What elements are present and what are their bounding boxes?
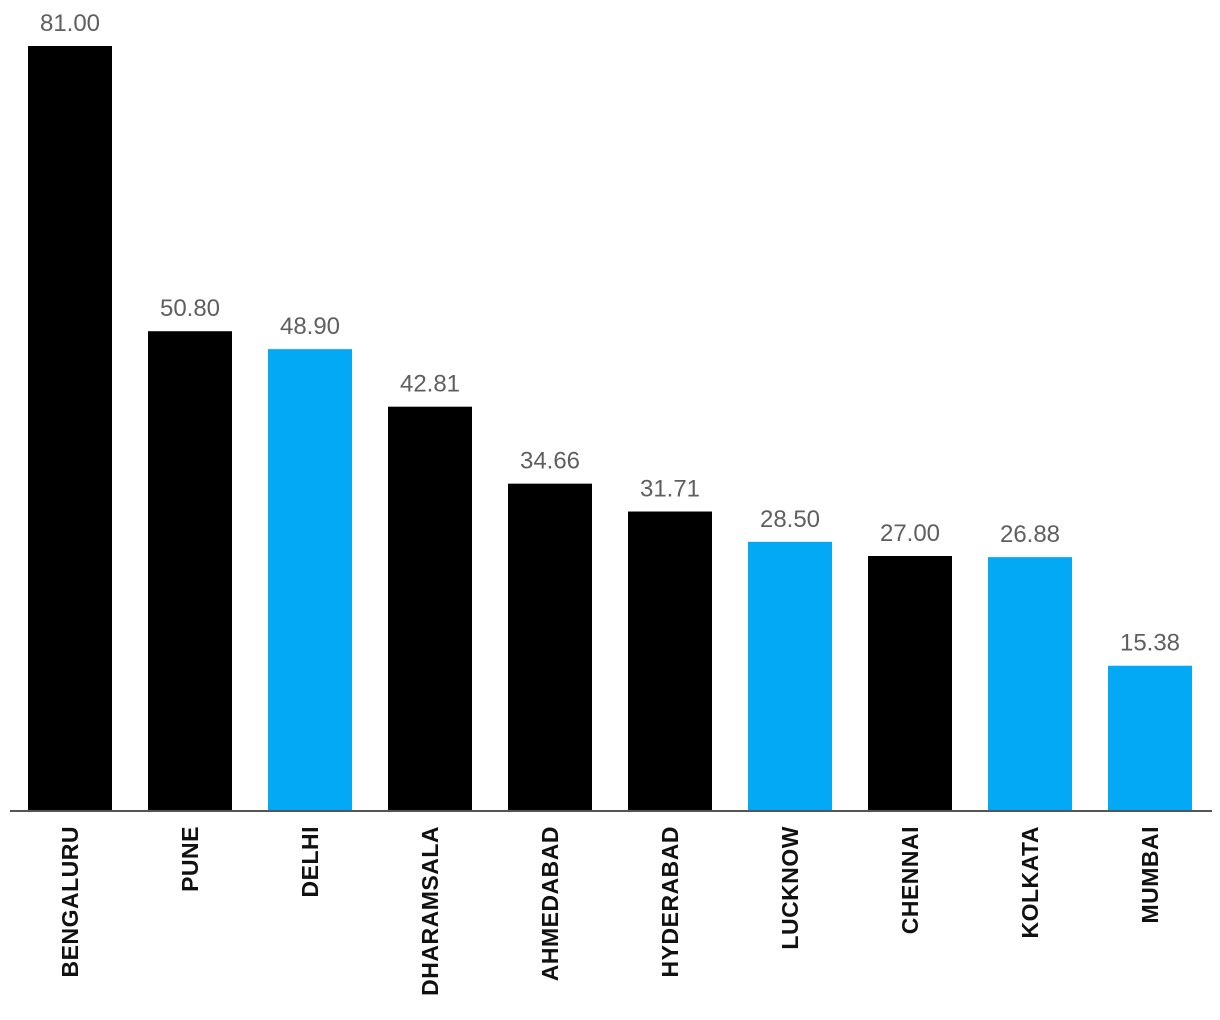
category-labels-layer: BENGALURU PUNE DELHI DHARAMSALA AHMEDABAD HYD… bbox=[57, 826, 1163, 996]
value-label-pune: 50.80 bbox=[160, 295, 220, 322]
bar-bengaluru bbox=[28, 46, 112, 811]
value-label-bengaluru: 81.00 bbox=[40, 10, 100, 37]
bar-dharamsala bbox=[388, 406, 472, 811]
value-label-chennai: 27.00 bbox=[880, 520, 940, 547]
value-label-delhi: 48.90 bbox=[280, 313, 340, 340]
category-label-ahmedabad: AHMEDABAD bbox=[537, 826, 563, 981]
bar-delhi bbox=[268, 349, 352, 811]
bar-lucknow bbox=[748, 541, 832, 811]
value-labels-layer: 81.00 50.80 48.90 42.81 34.66 31.71 28.50 27.00… bbox=[40, 10, 1180, 657]
value-label-mumbai: 15.38 bbox=[1120, 630, 1180, 657]
category-label-hyderabad: HYDERABAD bbox=[657, 826, 683, 977]
bar-ahmedabad bbox=[508, 483, 592, 811]
category-label-pune: PUNE bbox=[177, 826, 203, 892]
value-label-lucknow: 28.50 bbox=[760, 506, 820, 533]
value-label-hyderabad: 31.71 bbox=[640, 476, 700, 503]
value-label-kolkata: 26.88 bbox=[1000, 521, 1060, 548]
category-label-bengaluru: BENGALURU bbox=[57, 826, 83, 977]
bar-chennai bbox=[868, 556, 952, 811]
category-label-dharamsala: DHARAMSALA bbox=[417, 826, 443, 996]
value-label-dharamsala: 42.81 bbox=[400, 371, 460, 398]
category-label-lucknow: LUCKNOW bbox=[777, 826, 803, 950]
category-label-chennai: CHENNAI bbox=[897, 826, 923, 934]
bar-pune bbox=[148, 331, 232, 811]
bar-kolkata bbox=[988, 557, 1072, 811]
category-label-kolkata: KOLKATA bbox=[1017, 826, 1043, 939]
bar-mumbai bbox=[1108, 665, 1192, 811]
category-label-delhi: DELHI bbox=[297, 826, 323, 898]
bar-hyderabad bbox=[628, 511, 712, 811]
bars-layer bbox=[28, 46, 1192, 811]
value-label-ahmedabad: 34.66 bbox=[520, 448, 580, 475]
category-label-mumbai: MUMBAI bbox=[1137, 826, 1163, 924]
